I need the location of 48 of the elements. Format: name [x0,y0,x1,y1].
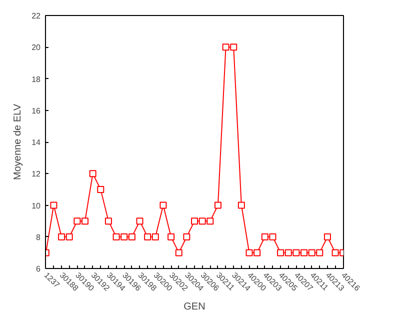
point [238,202,245,209]
point [191,218,198,225]
point [160,202,167,209]
point [175,249,182,256]
point [277,249,284,256]
point [74,218,81,225]
point [316,249,324,256]
point [246,249,253,256]
point [97,186,104,193]
point [66,233,73,240]
point [254,249,261,256]
y-tick-label: 8 [36,232,42,242]
point [168,233,175,240]
point [144,233,152,240]
y-tick-label: 18 [32,74,42,84]
y-tick-label: 20 [32,43,42,52]
point [261,233,268,240]
y-tick-label: 22 [32,12,42,20]
y-tick-label: 14 [32,138,42,147]
point [58,233,66,240]
point [284,249,292,256]
y-tick-label: 12 [32,170,42,179]
point [183,233,190,240]
y-tick-label: 6 [36,264,42,274]
point [82,218,88,225]
point [269,233,276,240]
y-axis-title: Moyenne de ELV [12,104,24,180]
y-tick-label: 10 [32,201,42,210]
point [214,202,222,209]
point [198,218,206,225]
point [292,249,300,256]
point [332,249,339,256]
x-axis-title: GEN [184,301,206,312]
point [152,233,159,240]
point [222,44,230,51]
point [128,233,136,240]
point [308,249,316,256]
point [89,170,96,178]
point [206,218,214,225]
point [230,44,238,51]
point [50,202,58,209]
point [112,233,120,240]
y-tick-label: 16 [32,106,42,116]
point [104,218,112,225]
point [324,233,331,240]
point [136,218,144,225]
point [300,249,308,256]
point [120,233,128,240]
